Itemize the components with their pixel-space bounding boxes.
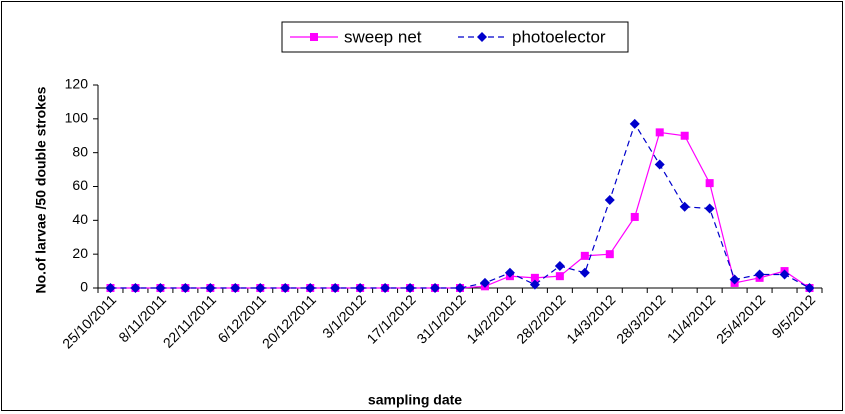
y-tick-label: 120 (65, 76, 89, 92)
y-tick-label: 0 (80, 279, 88, 295)
x-axis-title: sampling date (368, 392, 462, 408)
marker (205, 283, 216, 293)
marker (580, 251, 589, 260)
marker (105, 283, 116, 293)
y-tick-label: 60 (72, 177, 88, 193)
marker (729, 274, 740, 285)
marker (155, 283, 166, 293)
marker (779, 269, 790, 280)
marker (630, 212, 639, 221)
marker (280, 283, 291, 293)
marker (655, 128, 664, 137)
marker (180, 283, 191, 293)
marker (477, 32, 487, 42)
marker (455, 283, 465, 293)
y-tick-label: 20 (72, 245, 88, 261)
marker (330, 283, 341, 293)
marker (230, 283, 241, 293)
marker (604, 195, 615, 206)
marker (579, 267, 590, 278)
marker (705, 179, 714, 188)
marker (754, 269, 765, 280)
marker (130, 283, 141, 293)
marker (355, 283, 366, 293)
marker (380, 283, 391, 293)
marker (504, 267, 515, 278)
marker (629, 118, 640, 129)
marker (479, 277, 490, 288)
marker (255, 283, 266, 293)
marker (430, 283, 441, 293)
marker (804, 283, 815, 293)
y-tick-label: 100 (65, 110, 89, 126)
marker (654, 159, 665, 170)
marker (680, 131, 689, 140)
marker (554, 261, 565, 272)
legend (281, 21, 629, 53)
marker (310, 33, 318, 41)
marker (605, 250, 614, 259)
y-tick-label: 80 (72, 143, 88, 159)
marker (704, 203, 715, 214)
marker (530, 273, 539, 282)
marker (529, 279, 540, 290)
marker (679, 201, 690, 212)
marker (305, 283, 316, 293)
legend-label: sweep net (344, 27, 422, 46)
y-axis-title: No.of larvae /50 double strokes (33, 86, 49, 293)
legend-label: photoelector (512, 27, 606, 46)
marker (405, 283, 416, 293)
y-tick-label: 40 (72, 211, 88, 227)
marker (555, 272, 564, 281)
